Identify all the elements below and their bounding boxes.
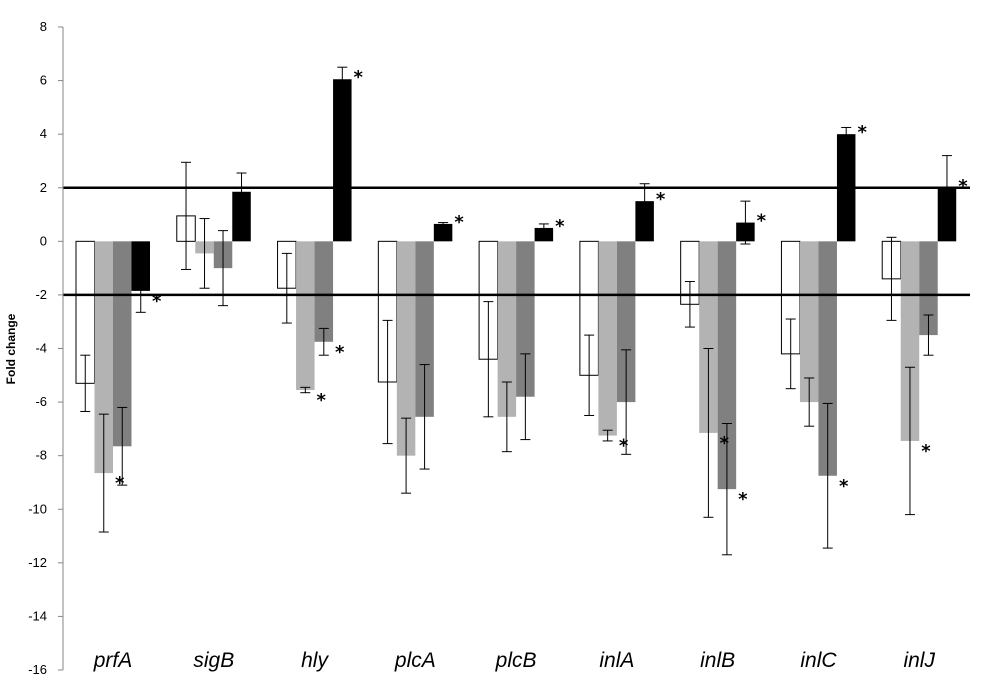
significance-star: * [335,342,345,363]
category-label: plcB [495,649,537,672]
significance-star: * [921,441,931,462]
bar [516,241,535,397]
category-label: plcA [394,649,436,672]
bar [113,241,132,447]
y-tick-label: 4 [40,126,47,141]
bar [900,241,920,441]
bar [333,79,352,242]
bar [799,241,819,403]
bar [616,241,636,403]
bar [296,241,315,391]
bar [433,223,453,242]
y-tick-label: -16 [28,662,47,677]
bar [818,241,837,476]
significance-star: * [555,216,565,237]
y-tick-label: 0 [40,233,47,248]
significance-star: * [757,211,767,232]
y-tick-label: -12 [28,555,47,570]
category-label: inlA [599,649,634,672]
y-tick-label: -2 [35,287,47,302]
significance-star: * [619,436,629,457]
bar [717,241,737,490]
bar [497,241,517,417]
significance-star: * [857,122,867,143]
y-tick-label: 6 [40,73,47,88]
significance-star: * [354,67,364,88]
category-label: prfA [93,649,133,672]
y-axis-label: Fold change [4,313,18,384]
category-label: inlB [700,649,735,672]
significance-star: * [839,476,849,497]
y-tick-label: 2 [40,180,47,195]
y-tick-label: 8 [40,19,47,34]
significance-star: * [317,390,327,411]
bar [131,241,150,291]
significance-star: * [720,433,730,454]
category-label: sigB [193,649,234,672]
significance-star: * [152,291,162,312]
bar [699,241,718,433]
significance-star: * [738,489,748,510]
category-label: inlC [800,649,837,672]
bar [314,241,334,342]
significance-star: * [115,473,125,494]
significance-star: * [454,212,464,233]
bar [232,191,251,242]
y-tick-label: -6 [35,394,47,409]
significance-star: * [656,189,666,210]
bar [415,241,434,417]
bar [635,201,654,242]
y-tick-label: -4 [35,341,47,356]
bar [598,241,617,436]
significance-star: * [958,176,968,197]
y-tick-label: -14 [28,608,47,623]
y-tick-label: -8 [35,448,47,463]
bar [534,227,554,242]
bar [919,241,938,336]
bar [94,241,113,474]
y-tick-label: -10 [28,501,47,516]
category-label: inlJ [903,649,935,672]
category-label: hly [301,649,329,672]
